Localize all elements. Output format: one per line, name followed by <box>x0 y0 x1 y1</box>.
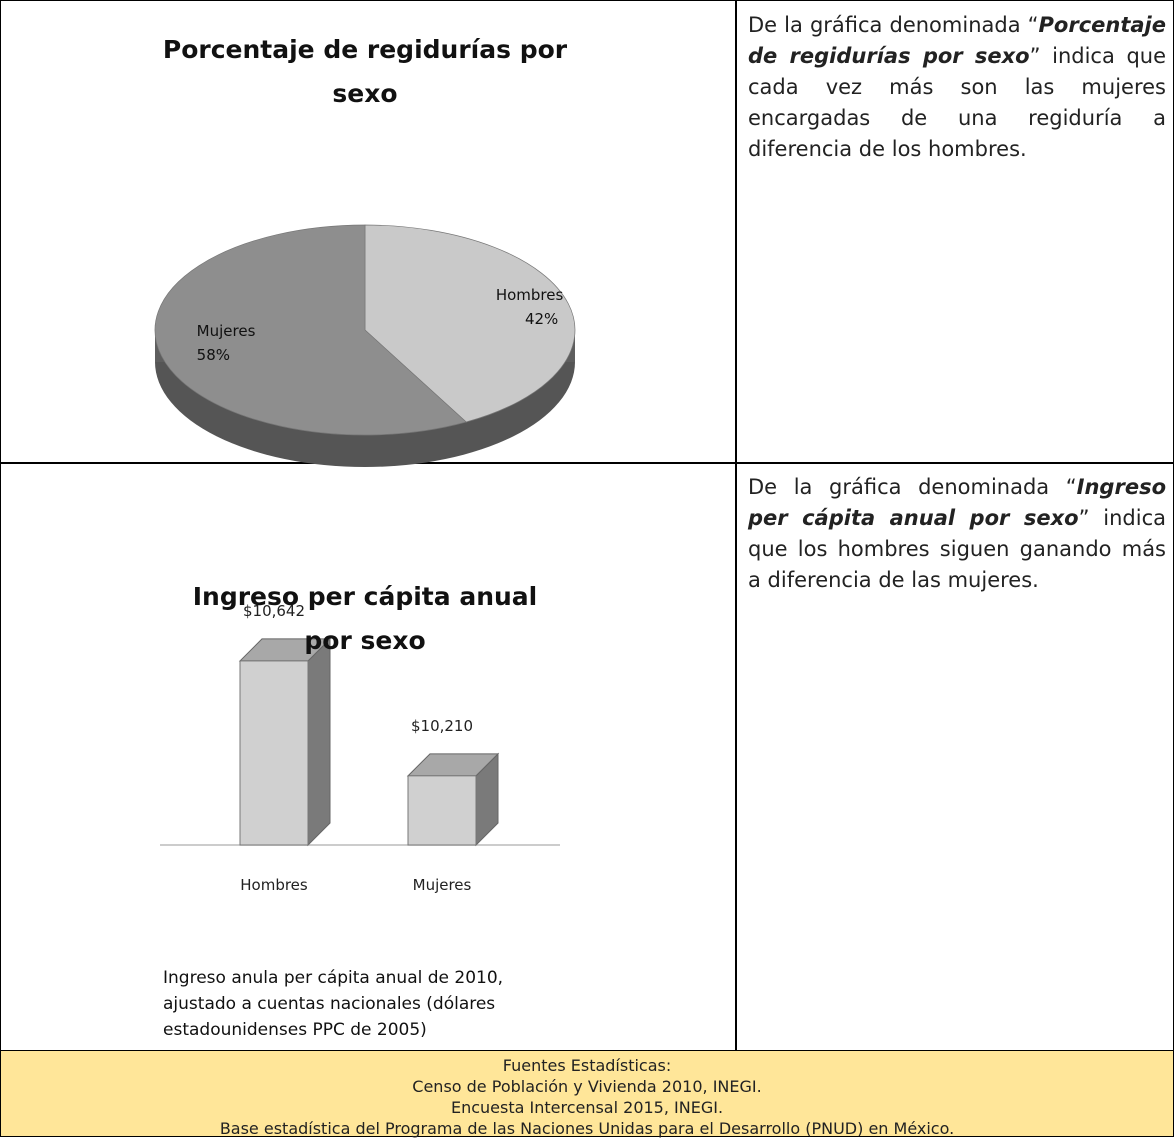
text-run: De la gráfica denominada “ <box>748 475 1077 499</box>
slice-label: Hombres <box>496 286 564 304</box>
bar <box>239 660 309 846</box>
bar-side <box>307 637 331 847</box>
source-line: Censo de Población y Vivienda 2010, INEG… <box>412 1077 762 1096</box>
slice-value: 42% <box>525 310 558 328</box>
chart-title: Porcentaje de regidurías por sexo <box>162 35 568 108</box>
description: De la gráfica denominada “Ingreso per cá… <box>748 472 1166 596</box>
slice-label: Mujeres <box>197 322 256 340</box>
text-run: ” indica que cada vez más son las mujere… <box>748 44 1167 161</box>
chart-note: Ingreso anula per cápita anual de 2010, … <box>163 968 504 1040</box>
source-line: Fuentes Estadísticas: <box>502 1056 672 1075</box>
value-label: $10,642 <box>243 602 305 620</box>
text-run: Ingreso per cápita anual por sexo <box>748 475 1166 530</box>
x-tick-label: Mujeres <box>413 876 472 894</box>
bar <box>407 775 477 846</box>
description: De la gráfica denominada “Porcentaje de … <box>748 10 1166 165</box>
sources: Fuentes Estadísticas: Censo de Población … <box>0 1055 1174 1139</box>
pie-slice <box>364 224 576 423</box>
pie-slice <box>154 224 467 436</box>
value-label: $10,210 <box>411 717 473 735</box>
source-line: Encuesta Intercensal 2015, INEGI. <box>450 1098 724 1117</box>
sources-cell <box>0 1050 1174 1137</box>
text-run: Porcentaje de regidurías por sexo <box>748 13 1166 68</box>
text-run: ” indica que los hombres siguen ganando … <box>748 506 1167 592</box>
chart-title: Ingreso per cápita anual por sexo <box>192 582 538 655</box>
x-tick-label: Hombres <box>240 876 308 894</box>
text-run: De la gráfica denominada “ <box>748 13 1039 37</box>
source-line: Base estadística del Programa de las Nac… <box>219 1119 955 1138</box>
slice-value: 58% <box>197 346 230 364</box>
